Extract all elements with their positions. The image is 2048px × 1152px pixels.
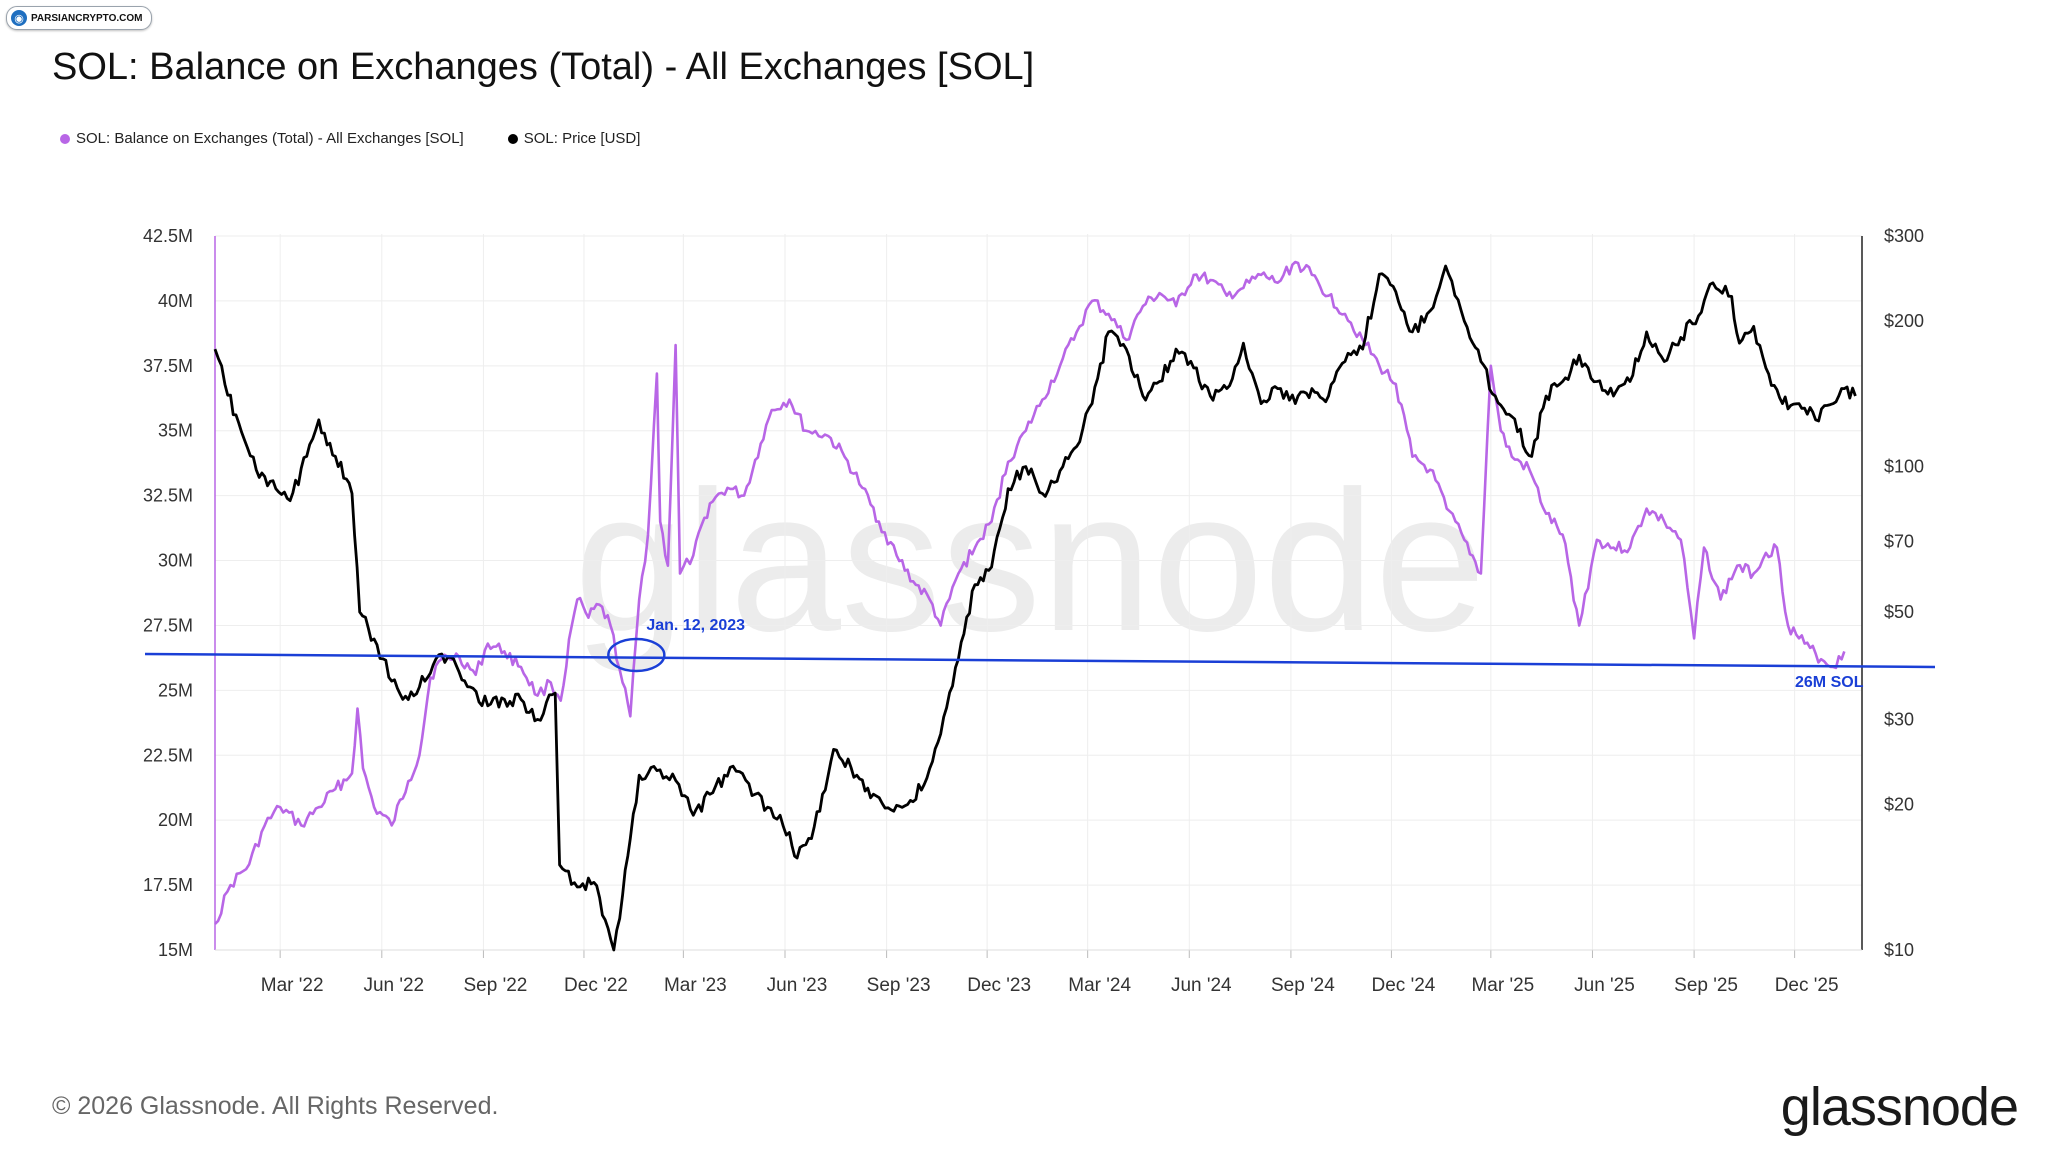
y-right-tick-label: $300 [1884, 226, 1924, 246]
legend-label-price: SOL: Price [USD] [523, 130, 641, 147]
x-tick-label: Jun '22 [363, 975, 424, 996]
legend-item-price[interactable]: SOL: Price [USD] [507, 130, 641, 147]
x-tick-label: Jun '23 [767, 975, 828, 996]
x-tick-label: Mar '24 [1068, 975, 1131, 996]
annotation-label: Jan. 12, 2023 [646, 617, 745, 634]
page-title: SOL: Balance on Exchanges (Total) - All … [52, 46, 1035, 88]
x-tick-label: Mar '22 [261, 975, 324, 996]
x-tick-label: Dec '24 [1372, 975, 1436, 996]
x-tick-label: Sep '24 [1271, 975, 1335, 996]
brand-logo: glassnode [1780, 1077, 2019, 1137]
x-tick-label: Sep '25 [1674, 975, 1738, 996]
y-left-tick-label: 30M [158, 551, 193, 571]
y-left-tick-label: 25M [158, 680, 193, 700]
y-right-tick-label: $100 [1884, 457, 1924, 477]
chart-legend: SOL: Balance on Exchanges (Total) - All … [60, 130, 640, 147]
y-left-tick-label: 17.5M [143, 875, 193, 895]
x-tick-label: Jun '25 [1574, 975, 1635, 996]
legend-dot-balance [60, 133, 70, 144]
y-left-tick-label: 15M [158, 940, 193, 960]
source-badge-text: PARSIANCRYPTO.COM [31, 12, 143, 24]
x-tick-label: Dec '25 [1775, 975, 1839, 996]
legend-dot-price [507, 133, 518, 144]
x-tick-label: Mar '23 [664, 975, 727, 996]
x-tick-label: Jun '24 [1171, 975, 1232, 996]
x-tick-label: Mar '25 [1471, 975, 1534, 996]
series-line-price [213, 264, 1857, 952]
y-left-tick-label: 35M [158, 421, 193, 441]
y-left-tick-label: 32.5M [143, 486, 193, 506]
y-left-tick-label: 42.5M [143, 226, 193, 246]
legend-label-balance: SOL: Balance on Exchanges (Total) - All … [76, 130, 464, 147]
y-right-tick-label: $70 [1884, 532, 1914, 552]
y-right-tick-label: $200 [1884, 311, 1924, 331]
y-right-tick-label: $30 [1884, 709, 1914, 729]
x-tick-label: Dec '22 [564, 975, 628, 996]
y-left-tick-label: 40M [158, 291, 193, 311]
series-line-balance [214, 260, 1846, 925]
legend-item-balance[interactable]: SOL: Balance on Exchanges (Total) - All … [60, 130, 464, 147]
source-badge[interactable]: ◉ PARSIANCRYPTO.COM [6, 6, 152, 30]
y-left-tick-label: 27.5M [143, 615, 193, 635]
globe-icon: ◉ [11, 10, 27, 26]
y-right-tick-label: $50 [1884, 602, 1914, 622]
y-right-tick-label: $10 [1884, 940, 1914, 960]
y-right-tick-label: $20 [1884, 794, 1914, 814]
copyright-footer: © 2026 Glassnode. All Rights Reserved. [52, 1092, 499, 1120]
x-tick-label: Dec '23 [967, 975, 1031, 996]
reference-line-label: 26M SOL [1795, 674, 1864, 691]
y-left-tick-label: 20M [158, 810, 193, 830]
reference-line-26m [144, 652, 1936, 669]
annotation-circle [607, 637, 666, 673]
x-tick-label: Sep '23 [867, 975, 931, 996]
watermark-text: glassnode [574, 450, 1486, 673]
y-left-tick-label: 37.5M [143, 356, 193, 376]
y-left-tick-label: 22.5M [143, 745, 193, 765]
x-tick-label: Sep '22 [463, 975, 527, 996]
